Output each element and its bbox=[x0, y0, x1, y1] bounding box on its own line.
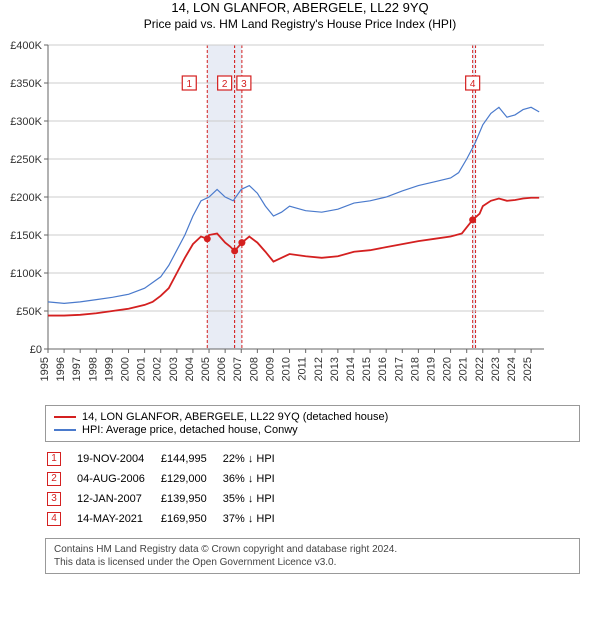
svg-text:2008: 2008 bbox=[248, 357, 260, 381]
svg-text:2012: 2012 bbox=[313, 357, 325, 381]
svg-text:2024: 2024 bbox=[506, 357, 518, 381]
svg-text:1998: 1998 bbox=[87, 357, 99, 381]
sale-price: £139,950 bbox=[161, 490, 221, 508]
sales-table: 1 19-NOV-2004£144,99522% ↓ HPI 2 04-AUG-200… bbox=[45, 448, 291, 530]
svg-text:2007: 2007 bbox=[232, 357, 244, 381]
svg-text:2025: 2025 bbox=[522, 357, 534, 381]
sale-price: £144,995 bbox=[161, 450, 221, 468]
svg-text:£100K: £100K bbox=[10, 268, 42, 280]
legend: 14, LON GLANFOR, ABERGELE, LL22 9YQ (det… bbox=[45, 405, 580, 442]
svg-text:2021: 2021 bbox=[458, 357, 470, 381]
svg-text:2022: 2022 bbox=[474, 357, 486, 381]
svg-text:1996: 1996 bbox=[55, 357, 67, 381]
sale-marker: 3 bbox=[47, 492, 61, 506]
svg-text:3: 3 bbox=[241, 79, 247, 90]
legend-swatch bbox=[54, 416, 76, 418]
page-title: 14, LON GLANFOR, ABERGELE, LL22 9YQ bbox=[0, 0, 600, 15]
footnote: Contains HM Land Registry data © Crown c… bbox=[45, 538, 580, 574]
svg-text:2013: 2013 bbox=[329, 357, 341, 381]
svg-text:2018: 2018 bbox=[409, 357, 421, 381]
footnote-line: Contains HM Land Registry data © Crown c… bbox=[54, 543, 571, 556]
sale-date: 19-NOV-2004 bbox=[77, 450, 159, 468]
svg-text:£350K: £350K bbox=[10, 78, 42, 90]
legend-item: HPI: Average price, detached house, Conw… bbox=[54, 424, 571, 436]
legend-label: HPI: Average price, detached house, Conw… bbox=[82, 424, 298, 436]
sale-delta: 35% ↓ HPI bbox=[223, 490, 289, 508]
sales-row: 1 19-NOV-2004£144,99522% ↓ HPI bbox=[47, 450, 289, 468]
svg-text:2004: 2004 bbox=[184, 357, 196, 381]
svg-text:2006: 2006 bbox=[216, 357, 228, 381]
sale-marker: 1 bbox=[47, 452, 61, 466]
sales-row: 4 14-MAY-2021£169,95037% ↓ HPI bbox=[47, 510, 289, 528]
svg-text:2020: 2020 bbox=[442, 357, 454, 381]
svg-text:£200K: £200K bbox=[10, 192, 42, 204]
svg-text:1995: 1995 bbox=[39, 357, 51, 381]
chart: £0 £50K £100K £150K £200K £250K £300K £350K £400… bbox=[0, 37, 600, 397]
svg-text:2017: 2017 bbox=[393, 357, 405, 381]
sale-price: £169,950 bbox=[161, 510, 221, 528]
sale-delta: 22% ↓ HPI bbox=[223, 450, 289, 468]
svg-text:2023: 2023 bbox=[490, 357, 502, 381]
svg-text:1: 1 bbox=[186, 79, 192, 90]
sales-row: 2 04-AUG-2006£129,00036% ↓ HPI bbox=[47, 470, 289, 488]
svg-text:2: 2 bbox=[222, 79, 228, 90]
sale-date: 04-AUG-2006 bbox=[77, 470, 159, 488]
sale-marker: 2 bbox=[47, 472, 61, 486]
svg-text:2014: 2014 bbox=[345, 357, 357, 381]
svg-text:£50K: £50K bbox=[16, 306, 42, 318]
svg-text:£150K: £150K bbox=[10, 230, 42, 242]
sales-row: 3 12-JAN-2007£139,95035% ↓ HPI bbox=[47, 490, 289, 508]
svg-text:2002: 2002 bbox=[152, 357, 164, 381]
svg-text:4: 4 bbox=[470, 79, 476, 90]
svg-text:2003: 2003 bbox=[168, 357, 180, 381]
svg-text:2010: 2010 bbox=[281, 357, 293, 381]
page-subtitle: Price paid vs. HM Land Registry's House … bbox=[0, 17, 600, 31]
svg-text:2011: 2011 bbox=[297, 357, 309, 381]
sale-price: £129,000 bbox=[161, 470, 221, 488]
legend-swatch bbox=[54, 429, 76, 431]
sale-marker: 4 bbox=[47, 512, 61, 526]
svg-text:2019: 2019 bbox=[425, 357, 437, 381]
svg-text:£0: £0 bbox=[30, 344, 42, 356]
svg-text:2009: 2009 bbox=[264, 357, 276, 381]
svg-text:2016: 2016 bbox=[377, 357, 389, 381]
svg-text:1997: 1997 bbox=[71, 357, 83, 381]
sale-date: 12-JAN-2007 bbox=[77, 490, 159, 508]
sale-delta: 36% ↓ HPI bbox=[223, 470, 289, 488]
legend-label: 14, LON GLANFOR, ABERGELE, LL22 9YQ (det… bbox=[82, 411, 388, 423]
svg-text:£250K: £250K bbox=[10, 154, 42, 166]
svg-text:1999: 1999 bbox=[103, 357, 115, 381]
svg-text:2005: 2005 bbox=[200, 357, 212, 381]
svg-text:2000: 2000 bbox=[120, 357, 132, 381]
legend-item: 14, LON GLANFOR, ABERGELE, LL22 9YQ (det… bbox=[54, 411, 571, 423]
chart-svg: £0 £50K £100K £150K £200K £250K £300K £350K £400… bbox=[0, 37, 560, 397]
svg-text:2001: 2001 bbox=[136, 357, 148, 381]
sale-date: 14-MAY-2021 bbox=[77, 510, 159, 528]
svg-text:£400K: £400K bbox=[10, 40, 42, 52]
sale-delta: 37% ↓ HPI bbox=[223, 510, 289, 528]
svg-text:£300K: £300K bbox=[10, 116, 42, 128]
footnote-line: This data is licensed under the Open Gov… bbox=[54, 556, 571, 569]
svg-text:2015: 2015 bbox=[361, 357, 373, 381]
